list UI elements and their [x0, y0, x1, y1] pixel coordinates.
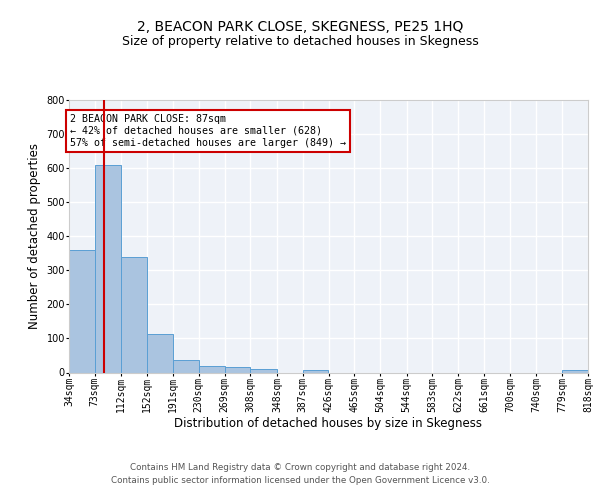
Bar	[173, 360, 199, 372]
Bar	[250, 369, 277, 372]
Text: 2, BEACON PARK CLOSE, SKEGNESS, PE25 1HQ: 2, BEACON PARK CLOSE, SKEGNESS, PE25 1HQ	[137, 20, 463, 34]
Text: Contains HM Land Registry data © Crown copyright and database right 2024.
Contai: Contains HM Land Registry data © Crown c…	[110, 464, 490, 485]
Y-axis label: Number of detached properties: Number of detached properties	[28, 143, 41, 329]
Bar	[69, 250, 95, 372]
Bar	[95, 164, 121, 372]
Bar	[199, 366, 224, 372]
Bar	[121, 256, 147, 372]
Text: Size of property relative to detached houses in Skegness: Size of property relative to detached ho…	[122, 35, 478, 48]
Bar	[147, 334, 173, 372]
Bar	[562, 370, 588, 372]
X-axis label: Distribution of detached houses by size in Skegness: Distribution of detached houses by size …	[175, 418, 482, 430]
Bar	[302, 370, 329, 372]
Bar	[224, 368, 250, 372]
Text: 2 BEACON PARK CLOSE: 87sqm
← 42% of detached houses are smaller (628)
57% of sem: 2 BEACON PARK CLOSE: 87sqm ← 42% of deta…	[70, 114, 346, 148]
